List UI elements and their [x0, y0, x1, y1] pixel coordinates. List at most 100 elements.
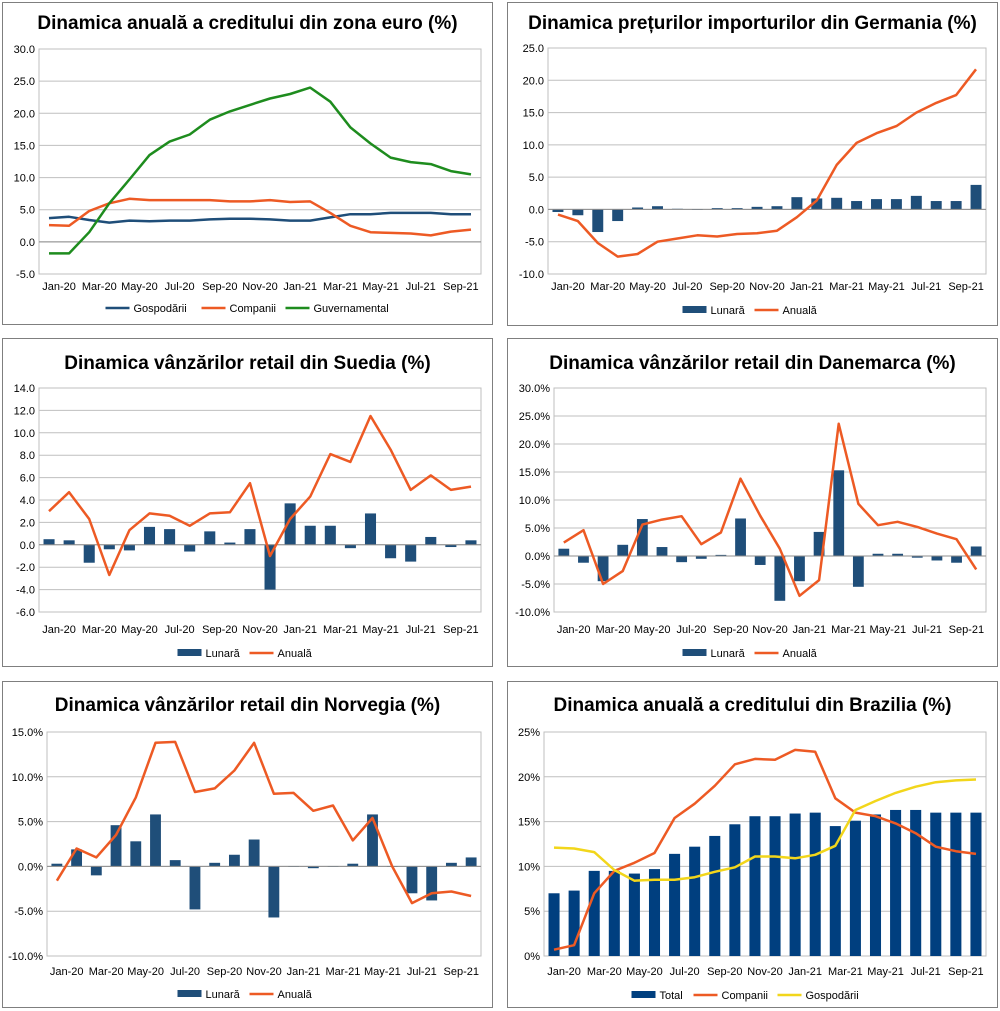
plot-frame	[553, 387, 987, 613]
legend-label: Companii	[230, 303, 276, 315]
bar	[749, 816, 761, 956]
bar	[578, 556, 589, 563]
x-tick-label: Sep-20	[709, 281, 744, 293]
x-tick-label: Jul-21	[911, 966, 941, 978]
series-line	[557, 68, 977, 258]
y-tick-label: 6.0	[20, 473, 35, 485]
bar	[592, 209, 604, 233]
bar	[612, 209, 624, 222]
plot-frame	[547, 47, 987, 275]
x-tick-label: May-20	[629, 281, 666, 293]
x-tick-label: Jul-21	[912, 624, 942, 636]
bar	[71, 849, 83, 867]
bar	[715, 554, 727, 556]
bar	[324, 525, 336, 545]
y-tick-label: 25.0	[523, 43, 544, 55]
x-tick-label: Jul-21	[406, 281, 436, 293]
bar	[829, 826, 841, 956]
y-tick-label: 20.0	[14, 108, 35, 120]
bar	[385, 544, 397, 559]
series-line	[49, 86, 472, 255]
y-tick-label: -6.0	[16, 607, 35, 619]
legend-swatch	[682, 306, 707, 313]
legend-label: Anuală	[783, 305, 818, 317]
bar	[307, 866, 319, 869]
bar	[811, 198, 823, 210]
x-tick-label: Jan-20	[42, 624, 76, 636]
x-tick-label: Sep-20	[202, 624, 237, 636]
bar	[63, 540, 75, 545]
y-tick-label: 20.0	[523, 75, 544, 87]
bar	[588, 870, 600, 956]
plot-frame	[38, 387, 482, 613]
series-line	[553, 778, 977, 882]
x-tick-label: Jul-20	[672, 281, 702, 293]
x-tick-label: Jan-21	[790, 281, 824, 293]
y-tick-label: 20%	[518, 772, 540, 784]
bar	[248, 839, 260, 867]
bar	[608, 870, 620, 956]
y-tick-label: -4.0	[16, 585, 35, 597]
bar	[849, 820, 861, 956]
bar	[130, 841, 142, 867]
chart-brazil-credit: Dinamica anuală a creditului din Brazili…	[518, 695, 987, 1002]
bar	[931, 556, 943, 561]
bar	[970, 184, 982, 210]
bar	[890, 809, 902, 956]
x-tick-label: Sep-20	[202, 281, 237, 293]
x-tick-label: Sep-20	[713, 624, 748, 636]
bar	[123, 544, 135, 551]
plot-frame	[46, 731, 482, 957]
series-line	[48, 197, 472, 237]
bar	[652, 206, 663, 210]
x-tick-label: Jan-21	[287, 966, 321, 978]
panel-germany-import-prices: Dinamica prețurilor importurilor din Ger…	[507, 2, 998, 326]
legend-swatch	[177, 990, 202, 997]
x-tick-label: Mar-20	[595, 624, 630, 636]
y-tick-label: 0.0	[529, 204, 544, 216]
x-tick-label: May-20	[121, 624, 158, 636]
series-line	[48, 414, 472, 577]
bar	[950, 812, 962, 956]
bar	[150, 814, 161, 867]
bar	[548, 893, 560, 956]
bar	[228, 854, 240, 867]
bar	[794, 556, 805, 582]
legend-label: Gospodării	[134, 303, 187, 315]
bar	[769, 816, 781, 956]
bar	[90, 866, 102, 876]
x-tick-label: May-21	[869, 624, 906, 636]
panel-denmark-retail: Dinamica vânzărilor retail din Danemarca…	[507, 338, 998, 667]
bar	[648, 869, 661, 956]
bar	[852, 556, 864, 587]
bar	[465, 540, 477, 545]
bar	[791, 197, 803, 210]
x-tick-label: Mar-20	[82, 624, 117, 636]
bar	[465, 857, 477, 867]
x-tick-label: Nov-20	[749, 281, 784, 293]
y-tick-label: 10.0%	[12, 772, 43, 784]
bar	[83, 544, 95, 563]
bar	[711, 208, 723, 210]
x-tick-label: Jan-21	[788, 966, 822, 978]
bar	[892, 553, 904, 556]
bar	[110, 825, 122, 867]
chart-norway-retail: Dinamica vânzărilor retail din Norvegia …	[8, 695, 482, 1001]
bar	[264, 544, 276, 590]
chart-title: Dinamica anuală a creditului din zona eu…	[37, 13, 457, 34]
y-tick-label: -10.0%	[515, 607, 550, 619]
bar	[632, 207, 644, 210]
legend-swatch	[177, 649, 202, 656]
chart-sweden-retail: Dinamica vânzărilor retail din Suedia (%…	[14, 353, 482, 660]
bar	[970, 546, 982, 556]
y-tick-label: -5.0%	[521, 579, 550, 591]
x-tick-label: May-21	[364, 966, 401, 978]
bar	[910, 809, 922, 956]
x-tick-label: Mar-20	[89, 966, 124, 978]
series-line	[563, 422, 978, 598]
panel-norway-retail: Dinamica vânzărilor retail din Norvegia …	[2, 681, 493, 1008]
bar	[425, 536, 437, 545]
x-tick-label: Nov-20	[246, 966, 281, 978]
x-tick-label: Jul-21	[406, 624, 436, 636]
x-tick-label: Jul-20	[170, 966, 200, 978]
